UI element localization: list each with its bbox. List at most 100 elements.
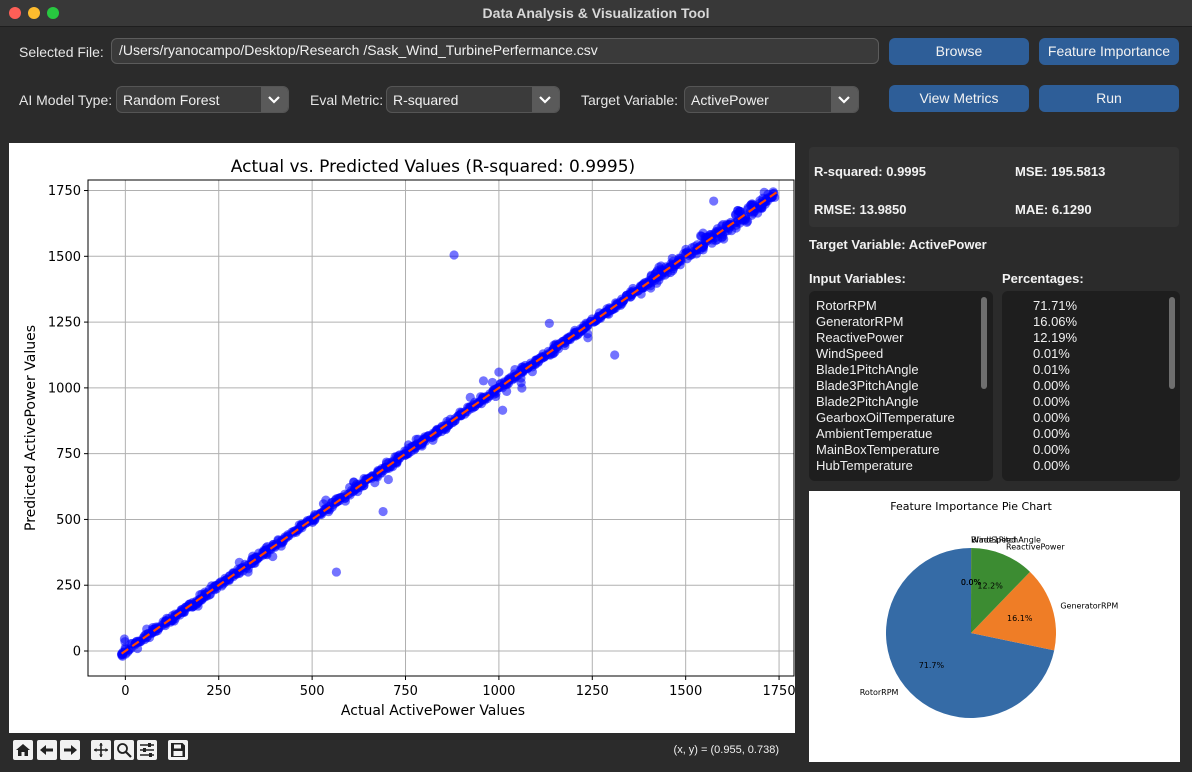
outlier-point: [544, 318, 554, 329]
mae-metric: MAE: 6.1290: [1015, 202, 1092, 217]
data-point: [691, 246, 702, 256]
data-point: [730, 218, 740, 228]
input-variable-item[interactable]: WindSpeed: [816, 346, 884, 361]
input-variable-item[interactable]: Blade2PitchAngle: [816, 394, 919, 409]
pie-slice-percent: 0.0%: [961, 578, 982, 587]
target-variable-dropdown[interactable]: ActivePower: [684, 86, 859, 113]
target-variable-text: Target Variable: ActivePower: [809, 237, 987, 252]
feature-importance-button[interactable]: Feature Importance: [1039, 38, 1179, 65]
r-squared-metric: R-squared: 0.9995: [814, 164, 926, 179]
data-point: [428, 435, 438, 445]
percentage-item[interactable]: 0.00%: [1033, 442, 1070, 457]
percentages-scrollbar[interactable]: [1169, 297, 1175, 389]
pie-chart-canvas: Feature Importance Pie Chart RotorRPM 71.…: [809, 491, 1180, 762]
percentage-item[interactable]: 0.00%: [1033, 410, 1070, 425]
percentage-item[interactable]: 12.19%: [1033, 330, 1078, 345]
eval-metric-value: R-squared: [393, 92, 459, 108]
title-bar: Data Analysis & Visualization Tool: [0, 0, 1192, 27]
input-variable-item[interactable]: Blade1PitchAngle: [816, 362, 919, 377]
plot-title: Actual vs. Predicted Values (R-squared: …: [231, 157, 635, 177]
file-path-field[interactable]: /Users/ryanocampo/Desktop/Research /Sask…: [111, 38, 879, 64]
data-point: [142, 624, 152, 634]
results-panel: R-squared: 0.9995 MSE: 195.5813 RMSE: 13…: [803, 143, 1186, 765]
x-tick-label: 1500: [669, 684, 702, 699]
model-type-dropdown[interactable]: Random Forest: [116, 86, 289, 113]
percentage-item[interactable]: 0.00%: [1033, 426, 1070, 441]
window-title: Data Analysis & Visualization Tool: [482, 5, 710, 21]
pie-slice: [971, 571, 1056, 651]
input-variable-item[interactable]: HubTemperature: [816, 458, 913, 473]
percentage-item[interactable]: 0.00%: [1033, 394, 1070, 409]
data-point: [318, 499, 329, 509]
data-point: [193, 601, 203, 611]
data-point: [340, 496, 350, 506]
back-arrow-icon[interactable]: [37, 740, 57, 760]
metrics-box: R-squared: 0.9995 MSE: 195.5813 RMSE: 13…: [809, 147, 1179, 227]
input-variables-scrollbar[interactable]: [981, 297, 987, 389]
data-point: [517, 383, 527, 393]
input-variable-item[interactable]: AmbientTemperatue: [816, 426, 933, 441]
data-point: [739, 215, 750, 225]
save-icon[interactable]: [168, 740, 188, 760]
reference-line: [120, 190, 778, 655]
outlier-point: [709, 196, 719, 206]
plot-toolbar: (x, y) = (0.955, 0.738): [9, 736, 795, 766]
data-point: [309, 516, 319, 526]
input-variable-item[interactable]: Blade3PitchAngle: [816, 378, 919, 393]
percentage-item[interactable]: 0.01%: [1033, 346, 1070, 361]
y-tick-label: 250: [56, 579, 81, 594]
y-tick-label: 750: [56, 447, 81, 462]
x-tick-label: 250: [206, 684, 231, 699]
run-button[interactable]: Run: [1039, 85, 1179, 112]
chevron-down-icon[interactable]: [532, 87, 559, 112]
y-tick-label: 0: [73, 645, 81, 660]
y-tick-label: 1250: [48, 316, 81, 331]
scatter-plot-canvas[interactable]: 0 250 500 750 1000 1250 1500 1750 0 250 500 750 1000…: [9, 143, 795, 733]
input-variable-item[interactable]: GeneratorRPM: [816, 314, 904, 329]
percentage-item[interactable]: 0.00%: [1033, 378, 1070, 393]
feature-importance-pie: Feature Importance Pie Chart RotorRPM 71.…: [860, 500, 1118, 718]
pie-slice: [886, 548, 1055, 718]
input-variables-list[interactable]: RotorRPM GeneratorRPM ReactivePower WindSpe…: [809, 291, 993, 481]
percentage-item[interactable]: 0.01%: [1033, 362, 1070, 377]
percentage-item[interactable]: 0.00%: [1033, 458, 1070, 473]
chevron-down-icon[interactable]: [261, 87, 288, 112]
pan-icon[interactable]: [91, 740, 111, 760]
input-variable-item[interactable]: GearboxOilTemperature: [816, 410, 955, 425]
outlier-point: [494, 367, 504, 377]
eval-metric-label: Eval Metric:: [310, 92, 384, 108]
percentage-item[interactable]: 71.71%: [1033, 298, 1078, 313]
configure-subplots-icon[interactable]: [137, 740, 157, 760]
x-tick-label: 0: [121, 684, 129, 699]
percentages-list[interactable]: 71.71% 16.06% 12.19% 0.01% 0.01% 0.00% 0.00% 0.…: [1002, 291, 1180, 481]
input-variable-item[interactable]: RotorRPM: [816, 298, 877, 313]
view-metrics-button[interactable]: View Metrics: [889, 85, 1029, 112]
forward-arrow-icon[interactable]: [60, 740, 80, 760]
zoom-icon[interactable]: [114, 740, 134, 760]
outlier-point: [331, 567, 342, 577]
input-variable-item[interactable]: ReactivePower: [816, 330, 904, 345]
data-point: [132, 643, 143, 654]
home-icon[interactable]: [13, 740, 33, 760]
y-tick-label: 1000: [48, 381, 81, 396]
percentage-item[interactable]: 16.06%: [1033, 314, 1078, 329]
data-point: [465, 392, 475, 402]
data-point: [401, 450, 411, 460]
input-variable-item[interactable]: MainBoxTemperature: [816, 442, 940, 457]
pie-slice-percent: 0.0%: [961, 578, 982, 587]
data-points: [117, 187, 780, 661]
chevron-down-icon[interactable]: [831, 87, 858, 112]
selected-file-label: Selected File:: [19, 44, 104, 60]
data-point: [517, 364, 527, 374]
eval-metric-dropdown[interactable]: R-squared: [386, 86, 560, 113]
x-tick-label: 500: [300, 684, 325, 699]
window-close-button[interactable]: [9, 7, 21, 19]
data-point: [383, 474, 393, 485]
input-variables-header: Input Variables:: [809, 271, 906, 286]
browse-button[interactable]: Browse: [889, 38, 1029, 65]
data-point: [502, 386, 512, 397]
data-point: [120, 637, 130, 647]
window-minimize-button[interactable]: [28, 7, 40, 19]
x-tick-label: 1750: [763, 684, 795, 699]
window-maximize-button[interactable]: [47, 7, 59, 19]
